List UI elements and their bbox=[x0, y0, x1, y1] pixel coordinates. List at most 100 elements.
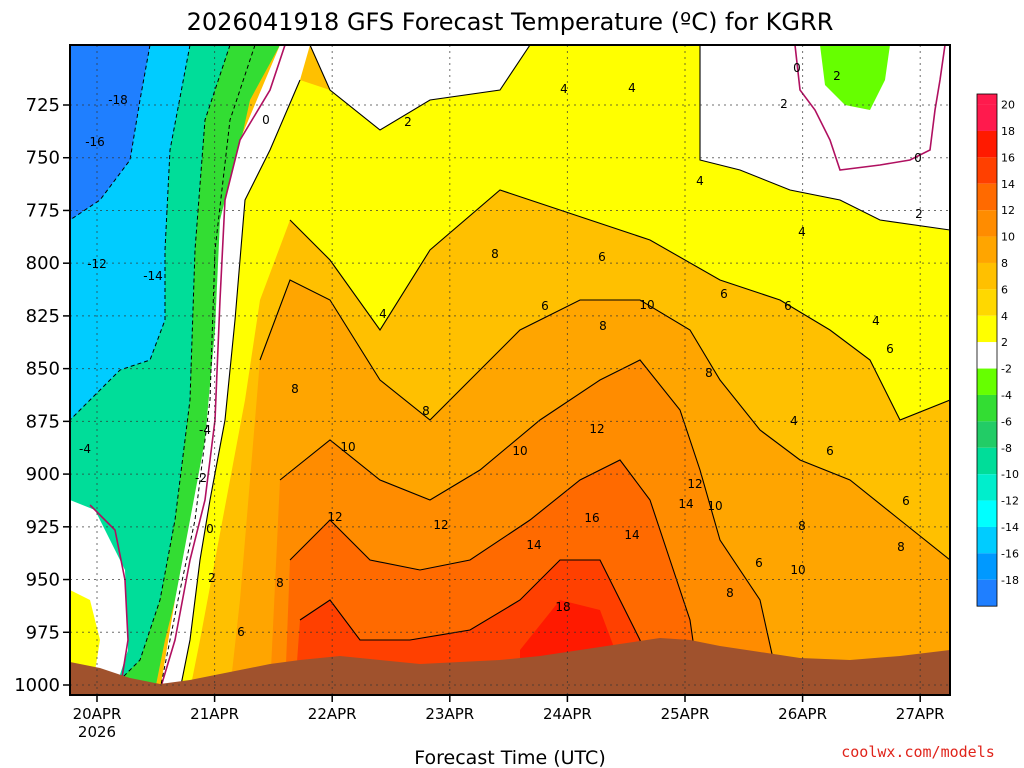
contour-neg14 bbox=[70, 45, 191, 421]
band-white-upper bbox=[310, 45, 530, 130]
contour-label: 8 bbox=[422, 404, 430, 418]
x-tick-label: 26APR bbox=[778, 705, 827, 723]
y-tick-label: 925 bbox=[26, 517, 60, 538]
green-blob-right bbox=[820, 45, 890, 110]
colorbar-label: 2 bbox=[1001, 336, 1008, 349]
contour-label: 18 bbox=[555, 600, 570, 614]
contour-label: 4 bbox=[696, 174, 704, 188]
contour-label: 6 bbox=[902, 494, 910, 508]
contour-label: 14 bbox=[678, 497, 693, 511]
x-axis-year: 2026 bbox=[78, 723, 116, 741]
terrain bbox=[70, 638, 950, 695]
colorbar-label: 16 bbox=[1001, 151, 1015, 164]
colorbar-label: 20 bbox=[1001, 99, 1015, 112]
contour-label: 6 bbox=[598, 250, 606, 264]
contour-label: 6 bbox=[755, 556, 763, 570]
y-tick-label: 850 bbox=[26, 359, 60, 380]
contour-label: 6 bbox=[720, 287, 728, 301]
x-axis-label: Forecast Time (UTC) bbox=[414, 747, 605, 768]
x-tick-label: 20APR bbox=[73, 705, 122, 723]
contour-label: -14 bbox=[143, 269, 163, 283]
grid-lines bbox=[70, 45, 950, 695]
colorbar-segment bbox=[977, 474, 997, 501]
contour-label: 10 bbox=[340, 440, 355, 454]
contour-label: 12 bbox=[433, 518, 448, 532]
y-axis: 725 750 775 800 825 850 875 900 925 950 975 1000 bbox=[14, 95, 70, 696]
contour-label: 2 bbox=[208, 571, 216, 585]
colorbar-label: -10 bbox=[1001, 468, 1019, 481]
colorbar-label: -4 bbox=[1001, 389, 1012, 402]
contour-label: 0 bbox=[793, 61, 801, 75]
contour-label: 12 bbox=[589, 422, 604, 436]
contour-label: 4 bbox=[560, 82, 568, 96]
chart-title: 2026041918 GFS Forecast Temperature (ºC)… bbox=[187, 8, 834, 36]
contour-label: -16 bbox=[85, 135, 105, 149]
contour-label: 12 bbox=[327, 510, 342, 524]
colorbar-segment bbox=[977, 157, 997, 184]
contour-label: 4 bbox=[790, 414, 798, 428]
contour-label: 8 bbox=[599, 319, 607, 333]
colorbar-label: 4 bbox=[1001, 310, 1008, 323]
x-tick-label: 27APR bbox=[896, 705, 945, 723]
y-tick-label: 950 bbox=[26, 570, 60, 591]
colorbar-label: 14 bbox=[1001, 178, 1015, 191]
contour-label: -2 bbox=[195, 471, 207, 485]
contour-label: 4 bbox=[798, 225, 806, 239]
y-tick-label: 775 bbox=[26, 200, 60, 221]
contour-label: 10 bbox=[707, 499, 722, 513]
contour-label: 10 bbox=[512, 444, 527, 458]
contour-label: 10 bbox=[639, 298, 654, 312]
contour-2 bbox=[179, 79, 301, 691]
x-tick-label: 21APR bbox=[190, 705, 239, 723]
contour-12 bbox=[289, 459, 701, 691]
x-tick-label: 22APR bbox=[308, 705, 357, 723]
contour-label: 6 bbox=[886, 342, 894, 356]
contour-label: 6 bbox=[237, 625, 245, 639]
colorbar-segment bbox=[977, 500, 997, 527]
contour-label: 8 bbox=[291, 382, 299, 396]
contour-label: 4 bbox=[628, 81, 636, 95]
contour-label: -4 bbox=[79, 442, 91, 456]
colorbar-segment bbox=[977, 210, 997, 237]
contour-label: -18 bbox=[108, 93, 128, 107]
y-tick-label: 900 bbox=[26, 464, 60, 485]
y-tick-label: 975 bbox=[26, 622, 60, 643]
contour-label: 2 bbox=[780, 97, 788, 111]
colorbar-segment bbox=[977, 236, 997, 263]
zero-contour-right bbox=[794, 45, 946, 171]
contour-label: 0 bbox=[914, 151, 922, 165]
colorbar-label: -6 bbox=[1001, 415, 1012, 428]
colorbar-segment bbox=[977, 183, 997, 211]
contour-label: -4 bbox=[199, 423, 211, 437]
colorbar-segment bbox=[977, 579, 997, 607]
cold-region-blue bbox=[70, 45, 150, 220]
contour-4-right bbox=[699, 45, 950, 231]
credit-text: coolwx.com/models bbox=[841, 743, 995, 761]
colorbar-segment bbox=[977, 130, 997, 158]
contour-label: 4 bbox=[379, 307, 387, 321]
colorbar-segment bbox=[977, 526, 997, 554]
contour-label: 8 bbox=[897, 540, 905, 554]
contour-8 bbox=[259, 279, 950, 561]
x-tick-label: 24APR bbox=[543, 705, 592, 723]
colorbar-segment bbox=[977, 368, 997, 395]
band-white-upper-right bbox=[700, 45, 950, 230]
contour-label: 8 bbox=[705, 366, 713, 380]
colorbar-segment bbox=[977, 289, 997, 316]
y-tick-label: 800 bbox=[26, 253, 60, 274]
colorbar-label: -18 bbox=[1001, 574, 1019, 587]
x-axis: 20APR 21APR 22APR 23APR 24APR 25APR 26APR 27APR bbox=[73, 695, 945, 723]
contour-label: 14 bbox=[526, 538, 541, 552]
contour-label: 14 bbox=[624, 528, 639, 542]
colorbar-segment bbox=[977, 342, 997, 369]
colorbar-label: 18 bbox=[1001, 125, 1015, 138]
contour-label: 12 bbox=[687, 477, 702, 491]
contour-16 bbox=[299, 559, 651, 691]
colorbar-frame bbox=[976, 93, 998, 607]
colorbar-segment bbox=[977, 104, 997, 131]
colorbar-label: -2 bbox=[1001, 363, 1012, 376]
y-tick-label: 875 bbox=[26, 411, 60, 432]
contour-10 bbox=[279, 359, 781, 691]
colorbar-label: 6 bbox=[1001, 283, 1008, 296]
